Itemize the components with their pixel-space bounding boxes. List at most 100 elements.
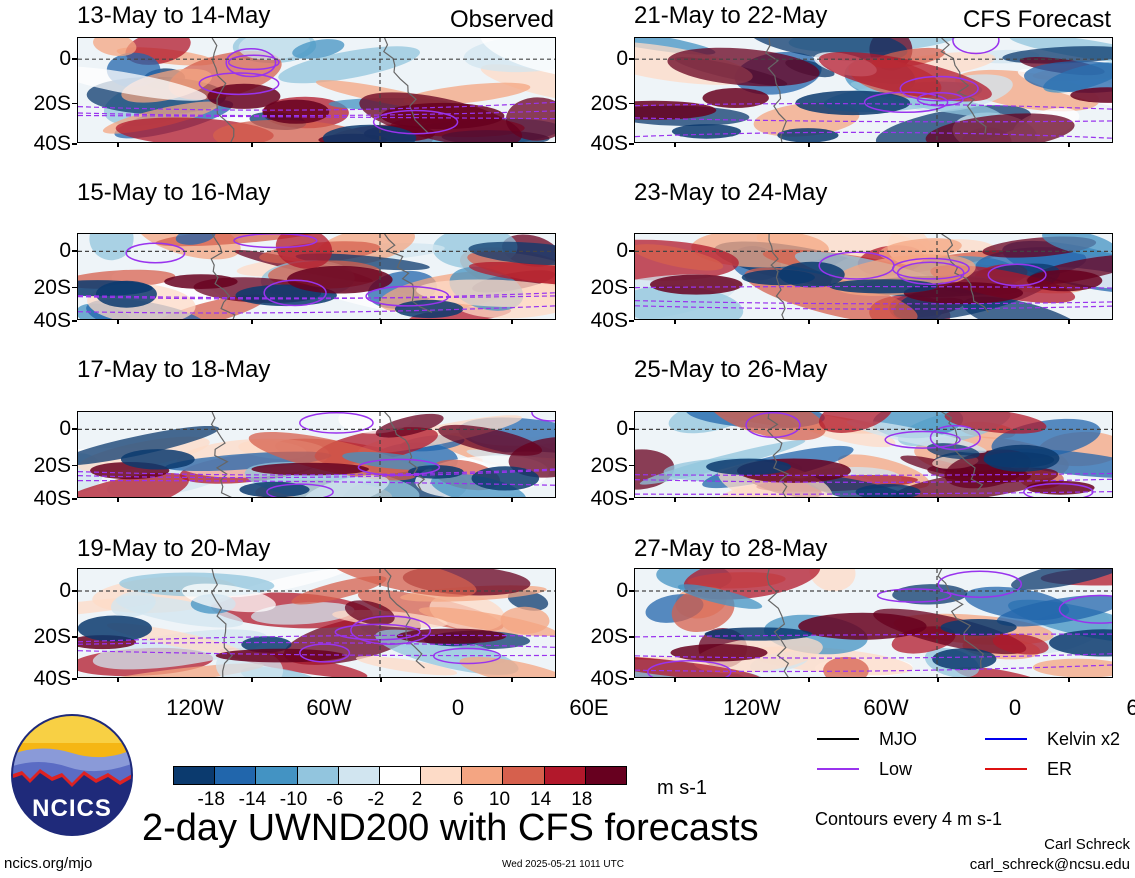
colorbar-swatch <box>584 766 627 785</box>
x-tick-label: 60E <box>569 695 609 720</box>
y-tick-label: 40S <box>590 487 628 510</box>
x-tick <box>117 678 119 682</box>
x-tick-label: 60E <box>1126 695 1135 720</box>
colorbar-swatch <box>543 766 586 785</box>
uwnd-field <box>78 234 555 319</box>
x-tick <box>251 143 253 147</box>
y-tick <box>629 636 634 638</box>
x-tick <box>808 678 810 682</box>
map-panel <box>634 411 1113 498</box>
y-tick <box>629 428 634 430</box>
y-tick <box>629 464 634 467</box>
y-tick-label: 20S <box>33 91 71 115</box>
map-panel <box>77 233 556 320</box>
footer-author: Carl Schreck <box>1044 836 1130 853</box>
y-tick <box>629 590 634 592</box>
colorbar-swatch <box>255 766 298 785</box>
colorbar-label: -10 <box>279 789 308 810</box>
legend-label: MJO <box>879 729 917 749</box>
y-tick-label: 0 <box>616 579 628 602</box>
logo-text: NCICS <box>32 795 112 822</box>
x-tick <box>674 678 676 682</box>
y-tick-label: 40S <box>33 132 71 155</box>
x-tick <box>380 678 382 682</box>
legend-label: Low <box>879 759 913 779</box>
map-panel <box>634 37 1113 143</box>
y-tick-label: 20S <box>590 91 628 115</box>
colorbar-label: 14 <box>530 789 552 810</box>
colorbar-label: 10 <box>488 789 511 810</box>
map-panel <box>77 37 556 143</box>
legend-label: Kelvin x2 <box>1047 729 1121 749</box>
footer-email: carl_schreck@ncsu.edu <box>969 856 1130 873</box>
x-tick-label: 0 <box>1008 695 1022 720</box>
colorbar-swatch <box>378 766 422 785</box>
x-tick-label: 0 <box>451 695 465 720</box>
x-tick-label: 60W <box>306 695 352 720</box>
x-tick <box>117 320 119 324</box>
y-tick-label: 20S <box>590 275 628 299</box>
y-tick <box>629 143 634 145</box>
y-tick-label: 20S <box>590 625 628 649</box>
map-panel <box>77 568 556 678</box>
legend-label: ER <box>1047 759 1073 779</box>
x-tick <box>674 498 676 502</box>
x-tick <box>117 143 119 147</box>
uwnd-field <box>78 38 555 142</box>
y-tick <box>72 590 77 592</box>
y-tick-label: 20S <box>590 453 628 477</box>
colorbar-swatch <box>296 766 339 785</box>
x-tick <box>808 498 810 502</box>
y-tick <box>72 102 77 105</box>
main-title: 2-day UWND200 with CFS forecasts <box>142 807 759 849</box>
colorbar-label: -2 <box>367 789 385 810</box>
x-tick <box>380 498 382 502</box>
x-tick <box>1068 143 1070 147</box>
footer-url: ncics.org/mjo <box>4 855 93 872</box>
colorbar-label: -6 <box>326 789 344 810</box>
x-tick <box>1068 320 1070 324</box>
x-tick <box>1068 678 1070 682</box>
y-tick <box>72 143 77 145</box>
legend-line <box>817 768 859 770</box>
uwnd-field <box>635 234 1112 319</box>
colorbar-label: -14 <box>238 789 267 810</box>
y-tick <box>72 464 77 467</box>
x-tick <box>1068 498 1070 502</box>
colorbar-units: m s-1 <box>657 777 707 799</box>
y-tick <box>72 428 77 430</box>
y-tick <box>629 58 634 60</box>
uwnd-field <box>78 569 555 677</box>
uwnd-field <box>635 38 1112 142</box>
x-tick <box>674 143 676 147</box>
colorbar-label: 6 <box>452 789 464 810</box>
x-tick <box>251 678 253 682</box>
y-tick <box>72 320 77 322</box>
x-tick <box>380 143 382 147</box>
y-tick-label: 20S <box>33 453 71 477</box>
colorbar-swatch <box>420 766 463 785</box>
x-tick <box>511 498 513 502</box>
y-tick <box>629 286 634 289</box>
y-tick-label: 40S <box>590 309 628 332</box>
x-tick <box>674 320 676 324</box>
y-tick <box>629 498 634 500</box>
y-tick <box>72 250 77 252</box>
y-tick-label: 40S <box>590 667 628 690</box>
uwnd-field <box>635 569 1112 677</box>
y-tick <box>629 250 634 252</box>
panel-title: 15-May to 16-May <box>77 179 271 206</box>
x-tick <box>511 678 513 682</box>
y-tick-label: 20S <box>33 275 71 299</box>
legend-line <box>985 738 1027 740</box>
y-tick-label: 40S <box>33 667 71 690</box>
panel-tag: Observed <box>449 6 554 33</box>
panel-title: 23-May to 24-May <box>634 179 828 206</box>
y-tick-label: 0 <box>616 47 628 71</box>
y-tick <box>629 678 634 680</box>
x-tick <box>937 143 939 147</box>
y-tick <box>629 320 634 322</box>
panel-title: 17-May to 18-May <box>77 356 271 383</box>
panel-title: 19-May to 20-May <box>77 535 271 562</box>
colorbar-swatch <box>214 766 257 785</box>
